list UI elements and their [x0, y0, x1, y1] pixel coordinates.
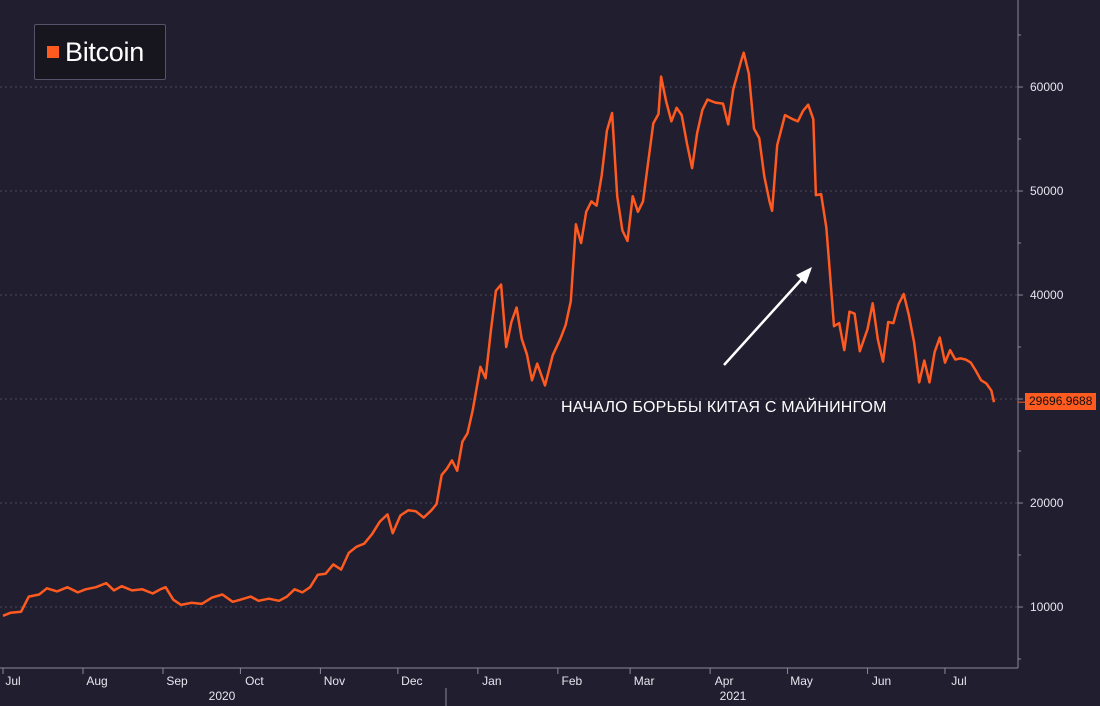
x-month-label-3: Oct: [245, 674, 264, 688]
annotation-arrow-head: [796, 267, 812, 284]
x-month-label-1: Aug: [86, 674, 107, 688]
x-month-label-2: Sep: [166, 674, 188, 688]
last-value-tag: 29696.9688: [1025, 393, 1097, 410]
x-axis-ticks: Jul Aug Sep Oct Nov Dec Jan Feb Mar Apr May Jun Jul 2…: [2, 668, 967, 703]
legend-label: Bitcoin: [65, 36, 144, 67]
x-month-label-8: Mar: [634, 674, 655, 688]
annotation-arrow-line: [723, 269, 811, 366]
x-month-label-7: Feb: [562, 674, 583, 688]
x-month-label-5: Dec: [401, 674, 422, 688]
x-month-label-12: Jul: [951, 674, 966, 688]
x-year-label-2021: 2021: [720, 689, 747, 703]
bitcoin-series: [2, 51, 1025, 617]
x-year-label-2020: 2020: [209, 689, 236, 703]
bitcoin-line: [2, 51, 996, 617]
x-month-label-0: Jul: [5, 674, 20, 688]
y-tick-label-10000: 10000: [1030, 600, 1064, 614]
annotation-text: НАЧАЛО БОРЬБЫ КИТАЯ С МАЙНИНГОМ: [561, 399, 887, 416]
legend: Bitcoin: [34, 24, 166, 80]
y-tick-label-60000: 60000: [1030, 80, 1064, 94]
x-month-label-10: May: [790, 674, 813, 688]
y-tick-label-40000: 40000: [1030, 288, 1064, 302]
annotation-arrow: [723, 267, 812, 366]
axes: [0, 0, 1019, 706]
x-month-label-9: Apr: [715, 674, 734, 688]
y-tick-label-50000: 50000: [1030, 184, 1064, 198]
x-month-label-4: Nov: [324, 674, 345, 688]
x-month-label-6: Jan: [482, 674, 501, 688]
y-tick-label-20000: 20000: [1030, 496, 1064, 510]
legend-swatch: [47, 46, 59, 58]
x-month-label-11: Jun: [872, 674, 891, 688]
